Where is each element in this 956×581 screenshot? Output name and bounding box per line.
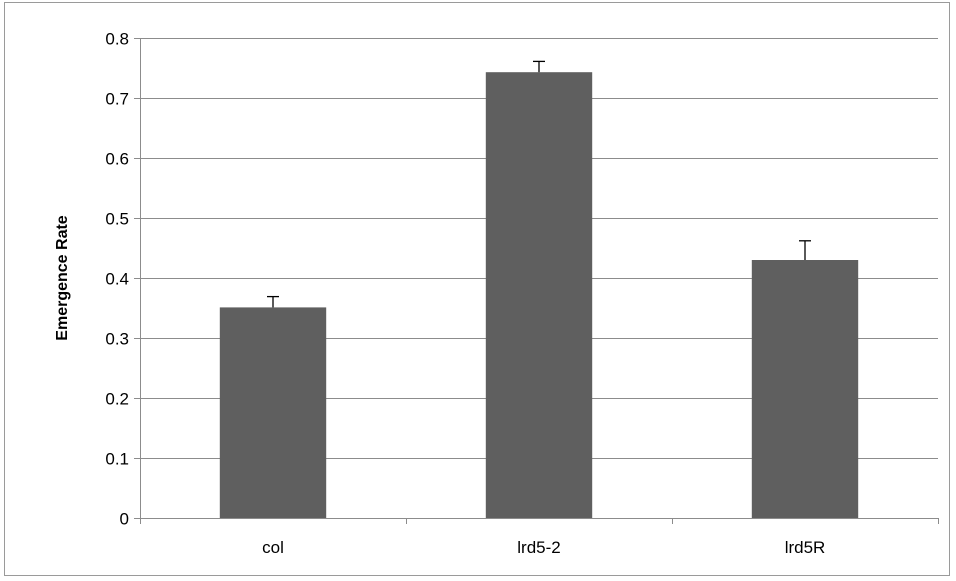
y-tick-label: 0.4 [105, 270, 129, 289]
x-tick-label-lrd5R: lrd5R [785, 538, 826, 557]
y-axis-title: Emergence Rate [54, 215, 71, 340]
y-tick-label: 0.1 [105, 450, 129, 469]
x-tick-labels: col lrd5-2 lrd5R [262, 538, 825, 557]
x-tick-label-lrd5-2: lrd5-2 [517, 538, 560, 557]
y-tick-label: 0.8 [105, 30, 129, 49]
y-tick-label: 0 [120, 510, 129, 529]
y-tick-label: 0.5 [105, 210, 129, 229]
bar-lrd5R [751, 260, 859, 518]
bar-lrd5-2 [485, 72, 593, 518]
axes [134, 38, 939, 524]
y-tick-labels: 0 0.1 0.2 0.3 0.4 0.5 0.6 0.7 0.8 [105, 30, 129, 529]
x-tick-label-col: col [262, 538, 284, 557]
y-tick-label: 0.2 [105, 390, 129, 409]
bar-col [219, 307, 327, 518]
y-tick-label: 0.7 [105, 90, 129, 109]
bars [219, 72, 859, 518]
y-tick-label: 0.3 [105, 330, 129, 349]
error-bars [267, 60, 811, 308]
y-tick-label: 0.6 [105, 150, 129, 169]
